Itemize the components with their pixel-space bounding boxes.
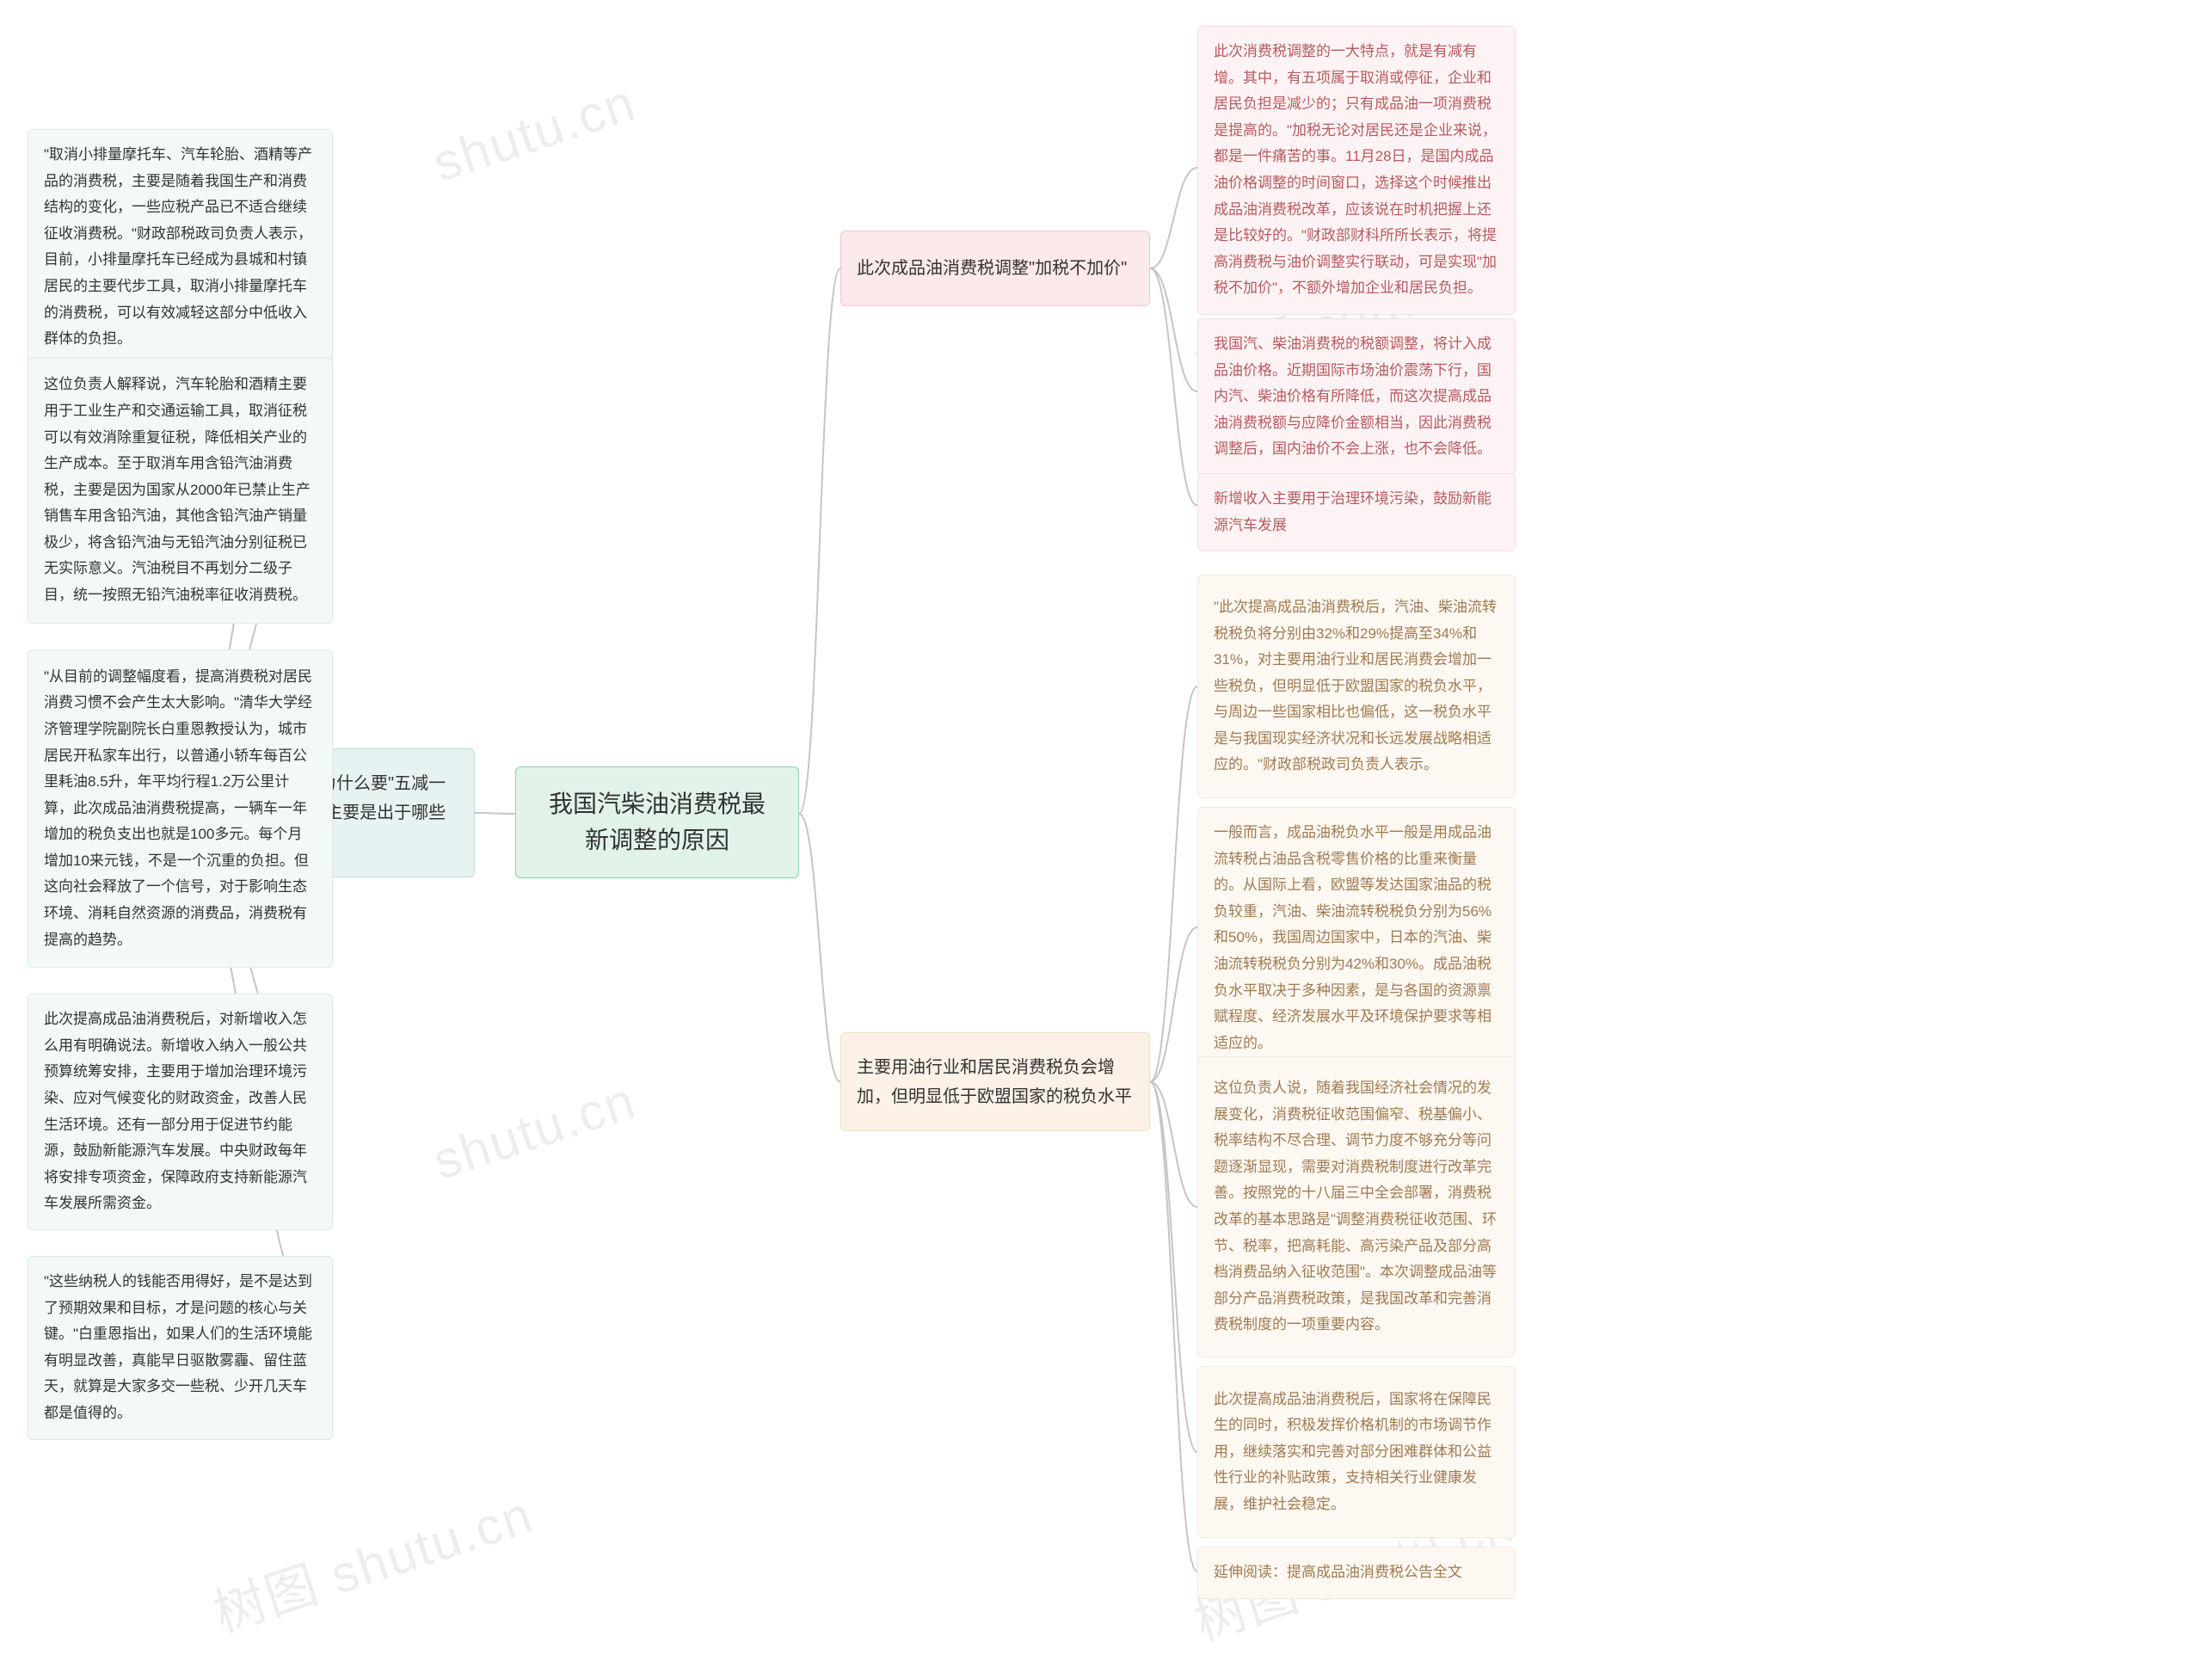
left-leaf: "取消小排量摩托车、汽车轮胎、酒精等产品的消费税，主要是随着我国生产和消费结构的… (28, 129, 333, 366)
right-leaf-1: 新增收入主要用于治理环境污染，鼓励新能源汽车发展 (1197, 473, 1516, 551)
left-leaf: 此次提高成品油消费税后，对新增收入怎么用有明确说法。新增收入纳入一般公共预算统筹… (28, 994, 333, 1230)
left-leaf: 这位负责人解释说，汽车轮胎和酒精主要用于工业生产和交通运输工具，取消征税可以有效… (28, 357, 333, 624)
center-node: 我国汽柴油消费税最新调整的原因 (515, 766, 799, 878)
left-leaf: "从目前的调整幅度看，提高消费税对居民消费习惯不会产生太大影响。"清华大学经济管… (28, 649, 333, 968)
right-leaf-1: 此次消费税调整的一大特点，就是有减有增。其中，有五项属于取消或停征，企业和居民负… (1197, 26, 1516, 315)
right-leaf-2: 延伸阅读：提高成品油消费税公告全文 (1197, 1547, 1516, 1599)
left-leaf: "这些纳税人的钱能否用得好，是不是达到了预期效果和目标，才是问题的核心与关键。"… (28, 1256, 333, 1440)
watermark: shutu.cn (426, 1070, 643, 1191)
right-leaf-1: 我国汽、柴油消费税的税额调整，将计入成品油价格。近期国际市场油价震荡下行，国内汽… (1197, 318, 1516, 476)
watermark: shutu.cn (426, 72, 643, 194)
right-branch-2: 主要用油行业和居民消费税负会增加，但明显低于欧盟国家的税负水平 (840, 1032, 1150, 1131)
right-leaf-2: "此次提高成品油消费税后，汽油、柴油流转税税负将分别由32%和29%提高至34%… (1197, 575, 1516, 798)
right-leaf-2: 此次提高成品油消费税后，国家将在保障民生的同时，积极发挥价格机制的市场调节作用，… (1197, 1366, 1516, 1538)
right-leaf-2: 一般而言，成品油税负水平一般是用成品油流转税占油品含税零售价格的比重来衡量的。从… (1197, 807, 1516, 1069)
right-branch-1: 此次成品油消费税调整"加税不加价" (840, 231, 1150, 306)
watermark: 树图 shutu.cn (203, 1474, 542, 1647)
right-leaf-2: 这位负责人说，随着我国经济社会情况的发展变化，消费税征收范围偏窄、税基偏小、税率… (1197, 1056, 1516, 1357)
